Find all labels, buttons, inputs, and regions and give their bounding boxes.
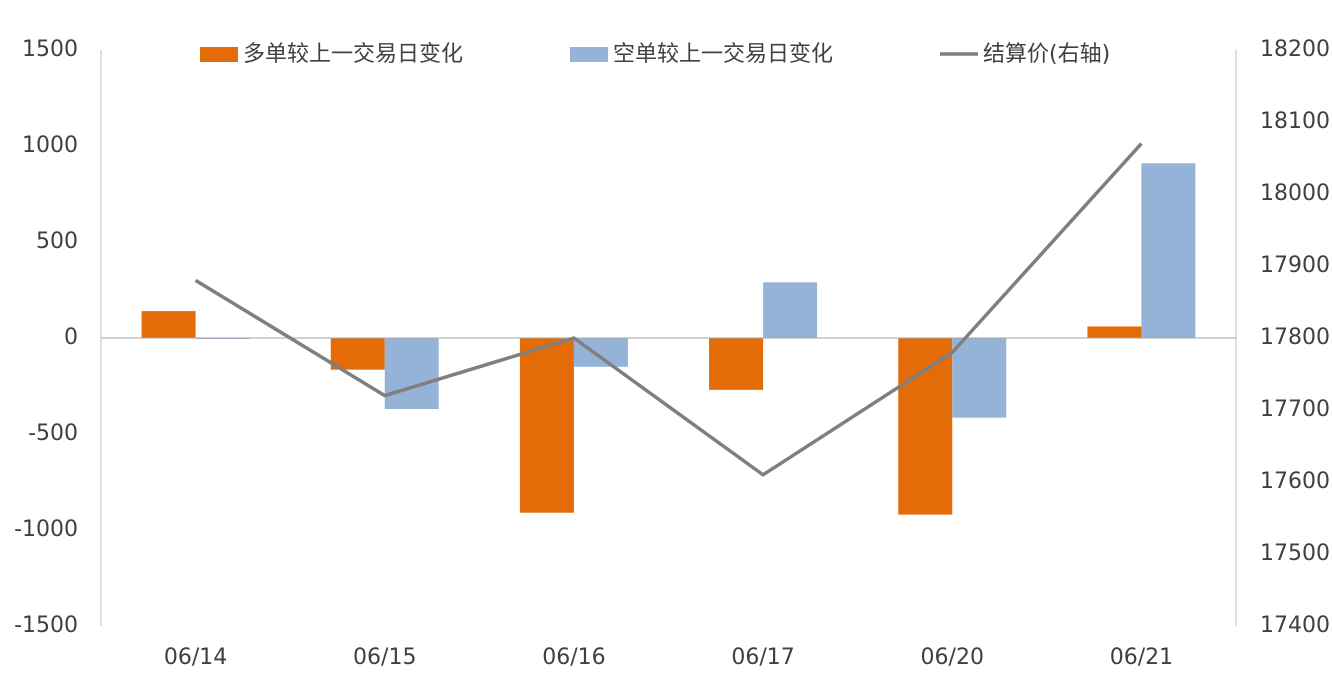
y2-tick-label: 17600: [1260, 469, 1330, 494]
x-tick-label: 06/14: [164, 645, 227, 670]
x-tick-label: 06/21: [1110, 645, 1173, 670]
bar: [330, 338, 385, 370]
legend-label: 结算价(右轴): [983, 42, 1110, 67]
bar: [384, 338, 439, 410]
y-tick-label: 1500: [22, 37, 78, 62]
y2-tick-label: 18200: [1260, 37, 1330, 62]
bar: [898, 338, 953, 515]
y2-tick-label: 17500: [1260, 541, 1330, 566]
y2-tick-label: 17400: [1260, 613, 1330, 638]
y-tick-label: 500: [36, 229, 78, 254]
y2-tick-label: 17800: [1260, 325, 1330, 350]
y-tick-label: 0: [64, 325, 78, 350]
legend-label: 多单较上一交易日变化: [243, 42, 463, 67]
legend-marker: [200, 47, 238, 62]
y-tick-label: 1000: [22, 133, 78, 158]
bar: [1087, 326, 1142, 338]
bar: [519, 338, 574, 513]
x-tick-label: 06/17: [731, 645, 794, 670]
y-tick-label: -1000: [14, 517, 78, 542]
legend-marker: [570, 47, 608, 62]
y2-tick-label: 17700: [1260, 397, 1330, 422]
y2-tick-label: 18100: [1260, 109, 1330, 134]
x-tick-label: 06/15: [353, 645, 416, 670]
line-series: [194, 142, 1143, 477]
bar: [1141, 163, 1196, 338]
bar: [709, 338, 764, 390]
bar: [952, 338, 1007, 418]
x-tick-label: 06/20: [921, 645, 984, 670]
y-tick-label: -500: [28, 421, 78, 446]
y2-tick-label: 18000: [1260, 181, 1330, 206]
y-tick-label: -1500: [14, 613, 78, 638]
legend-label: 空单较上一交易日变化: [613, 42, 833, 67]
y2-tick-label: 17900: [1260, 253, 1330, 278]
bar: [141, 311, 196, 338]
x-tick-label: 06/16: [542, 645, 605, 670]
bar: [763, 282, 818, 338]
